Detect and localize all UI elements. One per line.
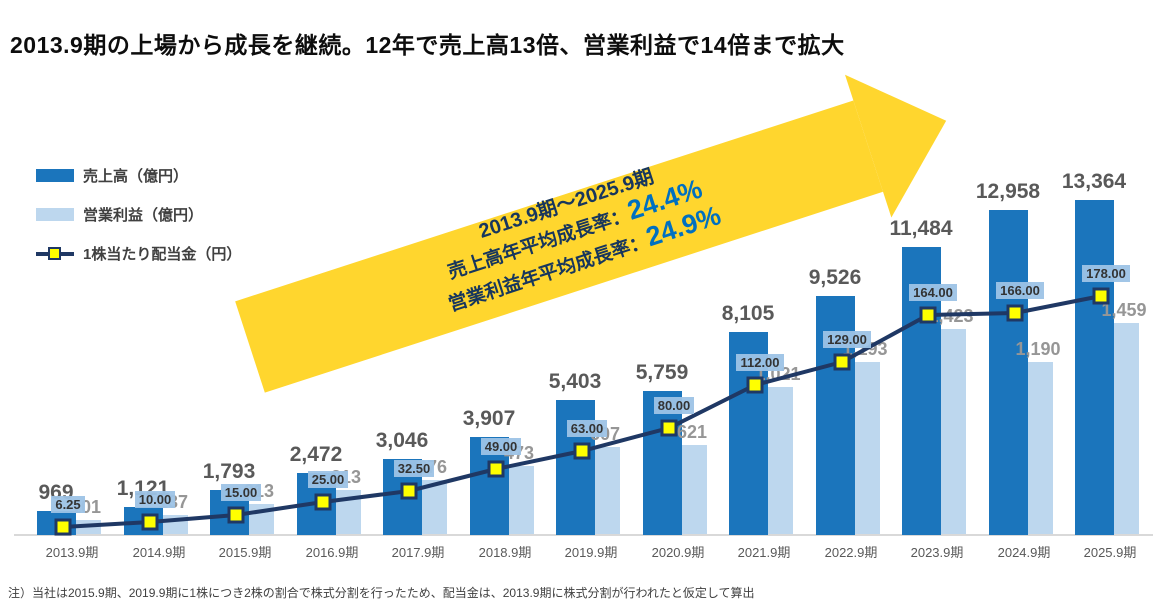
revenue-value-label: 8,105 <box>721 302 775 325</box>
revenue-value-label: 13,364 <box>1061 170 1127 193</box>
dividend-value-label: 10.00 <box>100 491 210 509</box>
x-axis-tick: 2024.9期 <box>997 545 1051 560</box>
x-axis-tick: 2020.9期 <box>651 545 705 560</box>
revenue-bar <box>989 210 1028 535</box>
revenue-value-label: 12,958 <box>975 180 1041 203</box>
x-axis-tick: 2019.9期 <box>564 545 618 560</box>
revenue-bar <box>643 391 682 535</box>
revenue-swatch-icon <box>36 169 74 182</box>
dividend-marker-icon <box>54 518 72 536</box>
dividend-value-label: 49.00 <box>446 438 556 456</box>
dividend-marker-icon <box>573 442 591 460</box>
x-axis-tick: 2018.9期 <box>478 545 532 560</box>
profit-value-label: 621 <box>676 422 708 442</box>
dividend-marker-icon <box>919 306 937 324</box>
x-axis-tick: 2014.9期 <box>132 545 186 560</box>
dividend-marker-icon <box>487 460 505 478</box>
revenue-value-label: 1,793 <box>202 460 256 483</box>
dividend-marker-icon <box>48 246 61 260</box>
dividend-value-label: 112.00 <box>705 354 815 372</box>
dividend-marker-icon <box>314 493 332 511</box>
revenue-value-label: 9,526 <box>808 266 862 289</box>
footnote: 注）当社は2015.9期、2019.9期に1株につき2株の割合で株式分割を行った… <box>8 586 755 600</box>
profit-value-label: 1,190 <box>1015 339 1061 359</box>
revenue-value-label: 2,472 <box>289 443 343 466</box>
legend-label-revenue: 売上高（億円） <box>83 168 189 185</box>
x-axis-tick: 2022.9期 <box>824 545 878 560</box>
dividend-marker-icon <box>833 353 851 371</box>
x-axis-tick: 2015.9期 <box>218 545 272 560</box>
x-axis-tick: 2017.9期 <box>391 545 445 560</box>
legend-item-dividend: 1株当たり配当金（円） <box>36 243 241 264</box>
dividend-marker-icon <box>1006 304 1024 322</box>
page-title: 2013.9期の上場から成長を継続。12年で売上高13倍、営業利益で14倍まで拡… <box>10 32 845 58</box>
dividend-marker-icon <box>660 419 678 437</box>
legend-label-profit: 営業利益（億円） <box>83 207 204 224</box>
x-axis-tick: 2021.9期 <box>737 545 791 560</box>
dividend-value-label: 129.00 <box>792 331 902 349</box>
dividend-marker-icon <box>227 506 245 524</box>
dividend-value-label: 166.00 <box>965 282 1075 300</box>
revenue-value-label: 3,046 <box>375 429 429 452</box>
revenue-value-label: 11,484 <box>889 217 953 240</box>
revenue-value-label: 3,907 <box>462 407 516 430</box>
dividend-value-label: 6.25 <box>13 496 123 514</box>
dividend-marker-icon <box>400 482 418 500</box>
legend: 売上高（億円） 営業利益（億円） 1株当たり配当金（円） <box>36 165 241 282</box>
revenue-value-label: 5,403 <box>548 370 602 393</box>
x-axis-tick: 2016.9期 <box>305 545 359 560</box>
revenue-bar <box>1075 200 1114 535</box>
dividend-value-label: 63.00 <box>532 420 642 438</box>
dividend-value-label: 32.50 <box>359 460 469 478</box>
dividend-marker-icon <box>141 513 159 531</box>
legend-label-dividend: 1株当たり配当金（円） <box>83 246 242 263</box>
dividend-value-label: 15.00 <box>186 484 296 502</box>
x-axis-line <box>14 534 1153 536</box>
dividend-value-label: 178.00 <box>1051 265 1157 283</box>
dividend-line-swatch-icon <box>36 246 74 260</box>
x-axis-tick: 2025.9期 <box>1083 545 1137 560</box>
dividend-marker-icon <box>1092 287 1110 305</box>
dividend-value-label: 80.00 <box>619 397 729 415</box>
dividend-value-label: 25.00 <box>273 471 383 489</box>
dividend-marker-icon <box>746 376 764 394</box>
legend-item-profit: 営業利益（億円） <box>36 204 241 225</box>
legend-item-revenue: 売上高（億円） <box>36 165 241 186</box>
profit-swatch-icon <box>36 208 74 221</box>
x-axis-tick: 2013.9期 <box>45 545 99 560</box>
revenue-value-label: 5,759 <box>635 361 689 384</box>
x-axis-tick: 2023.9期 <box>910 545 964 560</box>
dividend-value-label: 164.00 <box>878 284 988 302</box>
profit-value-label: 1,459 <box>1101 300 1147 320</box>
